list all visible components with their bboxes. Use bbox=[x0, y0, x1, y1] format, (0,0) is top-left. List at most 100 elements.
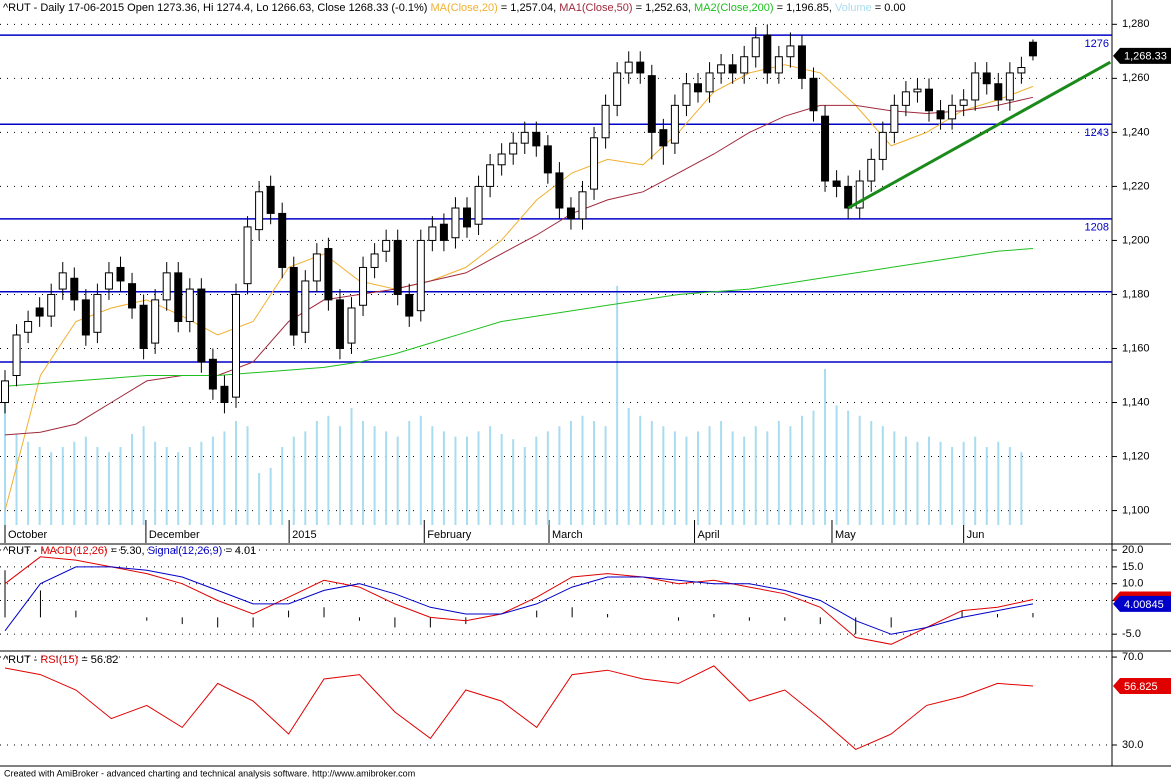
candle-body bbox=[670, 104, 679, 144]
candle-body bbox=[774, 56, 783, 74]
header-part: = 56.82 bbox=[78, 654, 118, 666]
volume bbox=[4, 285, 1023, 525]
candle-body bbox=[497, 153, 506, 166]
volume-bar bbox=[916, 441, 919, 525]
candle-body bbox=[636, 61, 645, 74]
candle-body bbox=[128, 283, 137, 309]
candle-body bbox=[532, 131, 541, 147]
y-tick-label: 10.0 bbox=[1122, 578, 1143, 590]
x-tick-label: December bbox=[149, 529, 200, 541]
candle-body bbox=[694, 83, 702, 93]
volume-bar bbox=[258, 473, 261, 525]
volume-bar bbox=[512, 439, 515, 525]
candle-body bbox=[405, 293, 414, 317]
candle-body bbox=[1005, 72, 1014, 101]
candle-body bbox=[821, 115, 830, 182]
volume-bar bbox=[581, 415, 584, 525]
volume-bar bbox=[685, 436, 688, 525]
volume-bar bbox=[743, 436, 746, 525]
volume-bar bbox=[546, 431, 549, 525]
volume-bar bbox=[616, 285, 619, 525]
candle-body bbox=[474, 185, 483, 225]
candle-body bbox=[705, 72, 714, 93]
volume-bar bbox=[847, 410, 850, 525]
y-tick-label: 1,280 bbox=[1122, 18, 1150, 30]
volume-bar bbox=[881, 426, 884, 525]
volume-bar bbox=[720, 421, 723, 525]
volume-bar bbox=[454, 436, 457, 525]
volume-bar bbox=[558, 426, 561, 525]
volume-bar bbox=[523, 447, 526, 525]
candle-body bbox=[24, 320, 33, 333]
volume-bar bbox=[327, 415, 330, 525]
candle-body bbox=[463, 207, 471, 228]
volume-bar bbox=[800, 415, 803, 525]
header-part: RSI(15) bbox=[40, 654, 78, 666]
volume-bar bbox=[777, 421, 780, 525]
volume-bar bbox=[858, 415, 861, 525]
volume-bar bbox=[904, 436, 907, 525]
candle-body bbox=[659, 129, 668, 147]
volume-bar bbox=[662, 426, 665, 525]
level-label: 1243 bbox=[1085, 127, 1109, 139]
header-part: = 0.00 bbox=[872, 2, 906, 14]
value-box bbox=[1113, 47, 1171, 64]
level-label: 1276 bbox=[1085, 38, 1109, 50]
volume-bar bbox=[96, 447, 99, 525]
volume-bar bbox=[697, 431, 699, 525]
candle-body bbox=[278, 212, 287, 268]
candle-body bbox=[520, 131, 529, 144]
volume-bar bbox=[338, 426, 341, 525]
volume-bar bbox=[974, 436, 977, 525]
volume-bar bbox=[154, 441, 157, 525]
candle-body bbox=[312, 253, 321, 282]
volume-bar bbox=[812, 410, 815, 525]
volume-bar bbox=[789, 426, 792, 525]
volume-bar bbox=[107, 452, 110, 525]
candle-body bbox=[174, 272, 183, 322]
candle-body bbox=[566, 207, 575, 220]
volume-bar bbox=[431, 426, 434, 525]
header-part: Signal(12,26,9) bbox=[148, 545, 223, 557]
volume-bar bbox=[200, 441, 203, 525]
volume-bar bbox=[211, 436, 214, 525]
candle-body bbox=[208, 358, 217, 390]
candle-body bbox=[35, 307, 44, 317]
level-label: 1208 bbox=[1085, 222, 1109, 234]
candle-body bbox=[451, 207, 460, 239]
volume-bar bbox=[650, 421, 653, 525]
volume-bar bbox=[1020, 452, 1023, 525]
volume-bar bbox=[235, 421, 237, 525]
volume-bar bbox=[50, 452, 53, 525]
candle-body bbox=[324, 248, 333, 301]
volume-bar bbox=[835, 405, 838, 525]
rsi-line bbox=[4, 665, 1034, 750]
volume-bar bbox=[569, 421, 572, 525]
candle-body bbox=[844, 185, 853, 209]
volume-bar bbox=[304, 431, 307, 525]
volume-bar bbox=[766, 431, 769, 525]
volume-bar bbox=[939, 441, 942, 525]
volume-bar bbox=[593, 421, 596, 525]
header-part: = 5.30, bbox=[108, 545, 148, 557]
candle-body bbox=[266, 185, 275, 214]
price-pane: 1276 1243 1208 bbox=[0, 24, 1112, 511]
header-part: MA2(Close,200) bbox=[694, 2, 773, 14]
volume-bar bbox=[466, 436, 468, 525]
x-tick-label: 2015 bbox=[292, 529, 316, 541]
trendline bbox=[847, 60, 1112, 210]
candle-body bbox=[624, 61, 633, 74]
volume-bar bbox=[119, 447, 122, 525]
candle-body bbox=[486, 164, 495, 187]
volume-bar bbox=[962, 441, 965, 525]
candle-body bbox=[901, 91, 910, 106]
candle-body bbox=[982, 72, 991, 85]
y-tick-label: 15.0 bbox=[1122, 561, 1143, 573]
volume-bar bbox=[604, 426, 607, 525]
value-label: 56.825 bbox=[1124, 681, 1158, 693]
volume-bar bbox=[292, 436, 295, 525]
moving-average bbox=[4, 96, 1034, 436]
header-part: = 4.01 bbox=[222, 545, 256, 557]
candle-body bbox=[994, 83, 1003, 101]
